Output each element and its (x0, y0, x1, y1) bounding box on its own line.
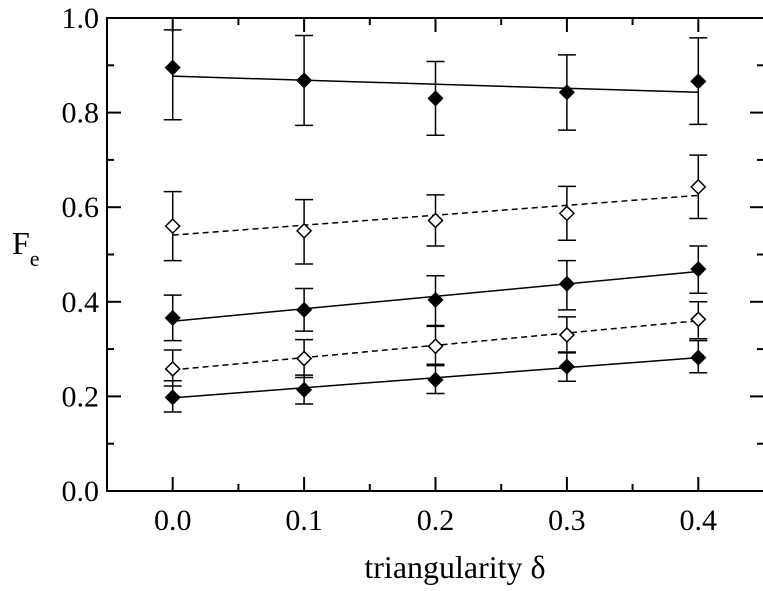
y-tick-label: 0.0 (62, 475, 100, 508)
x-tick-label: 0.2 (417, 504, 455, 537)
filled-diamond-marker (164, 389, 181, 406)
open-diamond-marker (164, 218, 181, 235)
open-diamond-marker (690, 178, 707, 195)
x-tick-label: 0.1 (285, 504, 323, 537)
filled-diamond-marker (558, 275, 575, 292)
x-tick-labels: 0.0 0.1 0.2 0.3 0.4 (154, 504, 717, 537)
y-tick-label: 0.4 (62, 286, 100, 319)
filled-diamond-marker (296, 381, 313, 398)
filled-diamond-marker (558, 358, 575, 375)
open-diamond-marker (164, 360, 181, 378)
x-tick-label: 0.0 (154, 504, 192, 537)
filled-diamond-marker (164, 309, 181, 326)
open-diamond-marker (690, 311, 707, 328)
open-diamond-marker (296, 350, 313, 367)
data-markers (164, 59, 707, 406)
filled-diamond-marker (296, 301, 313, 318)
filled-diamond-marker (427, 291, 444, 308)
filled-diamond-marker (296, 72, 313, 89)
filled-diamond-marker (690, 73, 707, 90)
y-axis-title-main: F (12, 225, 30, 261)
filled-diamond-marker (164, 59, 181, 76)
filled-diamond-marker (558, 84, 575, 101)
y-axis-title-subscript: e (30, 246, 40, 271)
open-diamond-marker (296, 222, 313, 239)
filled-diamond-marker (690, 349, 707, 366)
open-diamond-marker (558, 205, 575, 222)
axis-ticks (106, 17, 763, 492)
y-tick-label: 0.8 (62, 97, 100, 130)
x-tick-label: 0.4 (680, 504, 718, 537)
open-diamond-marker (427, 212, 444, 229)
y-tick-label: 0.6 (62, 191, 100, 224)
y-tick-labels: 0.0 0.2 0.4 0.6 0.8 1.0 (62, 2, 100, 508)
open-diamond-marker (558, 326, 575, 343)
x-axis-title: triangularity δ (364, 549, 545, 585)
y-tick-label: 0.2 (62, 380, 100, 413)
open-diamond-marker (427, 338, 444, 355)
filled-diamond-marker (690, 261, 707, 278)
y-tick-label: 1.0 (62, 2, 100, 35)
filled-diamond-marker (427, 90, 444, 107)
y-axis-title: Fe (12, 225, 40, 271)
x-tick-label: 0.3 (548, 504, 586, 537)
filled-diamond-marker (427, 371, 444, 388)
